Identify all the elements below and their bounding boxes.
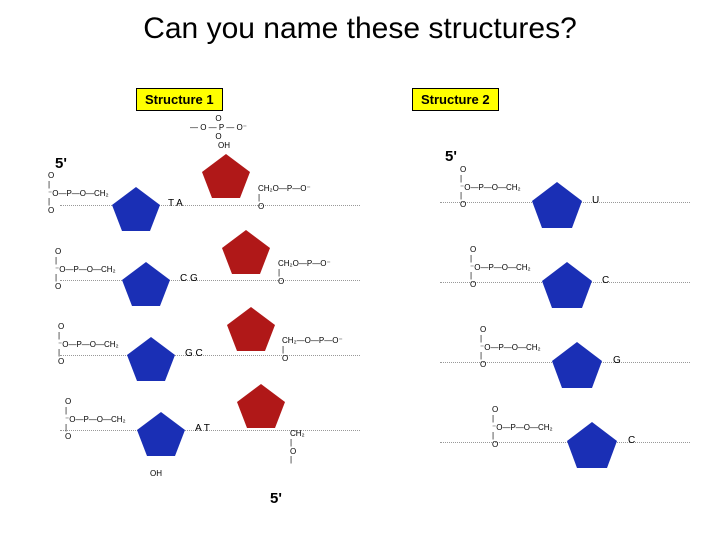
sugar-pentagon-blue: [565, 420, 619, 470]
backbone-label: O|⁻O—P—O—CH₂|O: [460, 166, 521, 210]
sugar-pentagon-red: [225, 305, 277, 353]
backbone-label: O|⁻O—P—O—CH₂|O: [58, 323, 119, 367]
backbone-label: CH₂ |O|: [290, 430, 305, 465]
page-title: Can you name these structures?: [0, 12, 720, 46]
base-label: U: [592, 195, 599, 206]
base-label: A T: [195, 423, 210, 434]
base-label: T A: [168, 198, 183, 209]
sugar-pentagon-red: [235, 382, 287, 430]
sugar-pentagon-blue: [550, 340, 604, 390]
sugar-pentagon-blue: [110, 185, 162, 233]
structure-1-label: Structure 1: [136, 88, 223, 111]
base-label: G C: [185, 348, 203, 359]
sugar-pentagon-blue: [530, 180, 584, 230]
five-prime-marker: 5': [270, 490, 282, 507]
sugar-pentagon-blue: [540, 260, 594, 310]
backbone-label: O|⁻O—P—O—CH₂|O: [55, 248, 116, 292]
backbone-label: O|⁻O—P—O—CH₂|O: [480, 326, 541, 370]
phosphate-cap: O— O — P — O⁻O: [190, 115, 247, 141]
backbone-label: O|⁻O—P—O—CH₂|O: [492, 406, 553, 450]
backbone-label: O|⁻O—P—O—CH₂|O: [470, 246, 531, 290]
base-label: C: [628, 435, 635, 446]
base-label: G: [613, 355, 621, 366]
sugar-pentagon-red: [200, 152, 252, 200]
base-label: C: [602, 275, 609, 286]
backbone-label: CH₂—O—P—O⁻ | O: [282, 337, 343, 363]
sugar-pentagon-blue: [125, 335, 177, 383]
five-prime-marker: 5': [55, 155, 67, 172]
sugar-pentagon-blue: [135, 410, 187, 458]
five-prime-marker: 5': [445, 148, 457, 165]
structure-2-label: Structure 2: [412, 88, 499, 111]
backbone-label: O|⁻O—P—O—CH₂⁻O—P—O—CH₂|O: [48, 172, 109, 216]
sugar-pentagon-blue: [120, 260, 172, 308]
diagram-area: 5' 5' 5' O— O — P — O⁻O T A C G G C A T …: [0, 130, 720, 540]
base-label: C G: [180, 273, 198, 284]
backbone-label: CH₂O—P—O⁻ | O: [278, 260, 331, 286]
terminal-oh: OH: [150, 470, 162, 479]
sugar-pentagon-red: [220, 228, 272, 276]
backbone-label: CH₂O—P—O⁻ | O: [258, 185, 311, 211]
backbone-label: O|⁻O—P—O—CH₂|O: [65, 398, 126, 442]
terminal-oh: OH: [218, 142, 230, 151]
